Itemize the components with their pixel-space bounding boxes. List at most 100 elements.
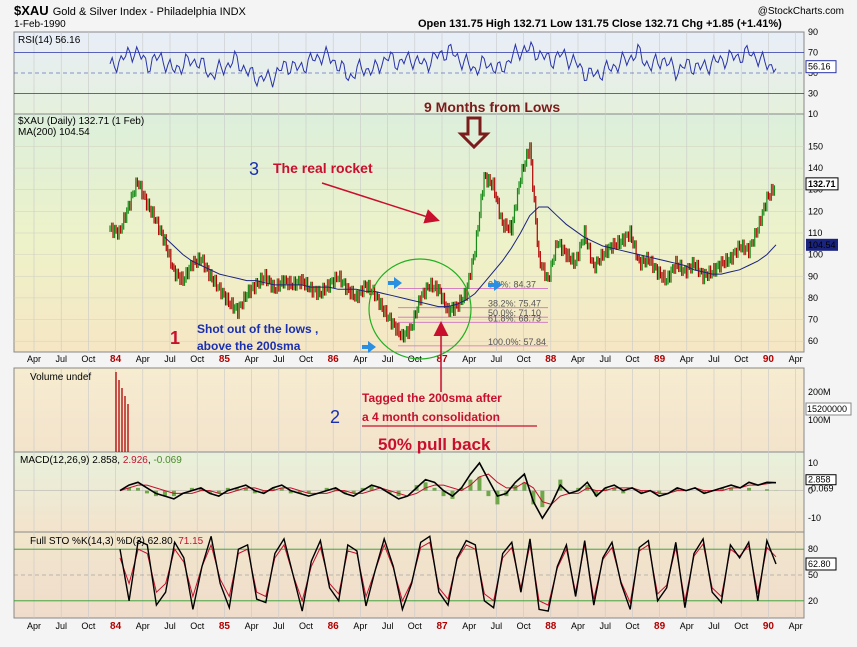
x-tick-label: 88 — [545, 621, 557, 632]
x-tick-label: Oct — [190, 621, 205, 631]
macd-value: 2.858 — [92, 455, 117, 466]
annotation-number-1: 1 — [170, 328, 180, 348]
fib-label: 100.0%: 57.84 — [488, 337, 546, 347]
x-tick-label: 84 — [110, 354, 122, 365]
rsi-tick-label: 70 — [808, 48, 818, 58]
rsi-last-box — [805, 60, 837, 74]
macd-chart: 100-102.858-0.069 — [14, 458, 837, 523]
x-tick-label: 85 — [219, 354, 231, 365]
ma200-line — [164, 206, 777, 308]
x-tick-label: Oct — [734, 354, 749, 364]
price-tick-label: 90 — [808, 271, 818, 281]
annotations: 9 Months from Lows 3 The real rocket 1 S… — [170, 99, 560, 454]
x-tick-label: Jul — [382, 621, 394, 631]
x-tick-label: 87 — [436, 621, 448, 632]
right-arrow-icon — [488, 279, 502, 291]
volume-title: Volume undef — [30, 372, 91, 383]
highlight-circle — [368, 258, 472, 360]
macd-line — [119, 461, 777, 520]
sto-k-line — [119, 535, 777, 612]
macd-tick-label: 10 — [808, 458, 818, 468]
ma-last-label: 104.54 — [808, 240, 836, 250]
price-last-label: 132.71 — [808, 179, 836, 189]
x-tick-label: Jul — [708, 621, 720, 631]
x-tick-label: Jul — [164, 621, 176, 631]
price-tick-label: 110 — [808, 228, 822, 238]
ma-last-box — [806, 238, 838, 251]
x-tick-label: 84 — [110, 621, 122, 632]
x-tick-label: Jul — [708, 354, 720, 364]
fib-label: 0.0%: 84.37 — [488, 279, 536, 289]
x-tick-label: Apr — [789, 621, 803, 631]
price-tick-label: 70 — [808, 315, 818, 325]
price-tick-label: 80 — [808, 293, 818, 303]
stochastics-chart: 80 50 20 62.80 — [14, 535, 837, 612]
x-tick-label: Apr — [27, 621, 41, 631]
x-tick-label: 86 — [328, 621, 340, 632]
rsi-tick-label: 10 — [808, 109, 818, 119]
annotation-tagged-line2: a 4 month consolidation — [362, 410, 500, 424]
x-tick-label: Jul — [273, 621, 285, 631]
index-name: Gold & Silver Index - Philadelphia INDX — [53, 6, 247, 18]
annotation-number-3: 3 — [249, 159, 259, 179]
price-title: $XAU (Daily) 132.71 (1 Feb) — [18, 116, 144, 127]
macd-last-label: 2.858 — [808, 475, 831, 485]
annotation-nine-months: 9 Months from Lows — [424, 99, 560, 115]
x-tick-label: 89 — [654, 621, 666, 632]
volume-last-box — [805, 402, 852, 416]
macd-hist-value: -0.069 — [153, 455, 182, 466]
sto-last-label: 62.80 — [808, 559, 831, 569]
fib-label: 61.8%: 68.73 — [488, 313, 541, 323]
x-tick-label: 90 — [763, 621, 775, 632]
x-tick-label: Jul — [273, 354, 285, 364]
down-arrow-icon — [457, 116, 491, 150]
x-tick-label: 86 — [328, 354, 340, 365]
right-arrow-icon — [362, 341, 376, 353]
x-axes: Apr Jul Oct 84 Apr Jul Oct 85 Apr Jul Oct 86 Apr Jul O… — [27, 354, 803, 632]
ma-title: MA(200) 104.54 — [18, 127, 90, 138]
x-tick-label: Apr — [680, 354, 694, 364]
x-tick-label: Jul — [55, 354, 67, 364]
x-tick-label: Apr — [245, 354, 259, 364]
symbol: $XAU — [14, 3, 49, 18]
sto-last-box — [805, 557, 837, 571]
volume-tick-label: 100M — [808, 415, 831, 425]
x-tick-label: 87 — [436, 354, 448, 365]
x-tick-label: 85 — [219, 621, 231, 632]
x-tick-label: Jul — [55, 621, 67, 631]
x-tick-label: 90 — [763, 354, 775, 365]
sto-tick-label: 20 — [808, 596, 818, 606]
annotation-tagged-line1: Tagged the 200sma after — [362, 391, 502, 405]
macd-last-box — [805, 474, 837, 486]
macd-tick-label: -10 — [808, 513, 821, 523]
macd-hist-last-label: -0.069 — [808, 484, 834, 494]
x-tick-label: Jul — [164, 354, 176, 364]
x-tick-label: Jul — [599, 621, 611, 631]
x-tick-label: Jul — [491, 354, 503, 364]
fib-label: 38.2%: 75.47 — [488, 299, 541, 309]
volume-tick-label: 200M — [808, 387, 831, 397]
x-tick-label: Apr — [462, 621, 476, 631]
x-tick-label: Oct — [734, 621, 749, 631]
x-tick-label: Oct — [408, 621, 423, 631]
x-tick-label: Apr — [789, 354, 803, 364]
volume-last-label: 15200000 — [807, 404, 847, 414]
brand-logo: @StockCharts.com — [758, 6, 844, 17]
sto-d-value: 71.15 — [178, 536, 203, 547]
x-tick-label: Oct — [299, 621, 314, 631]
rsi-chart: 907050301056.16 — [14, 27, 837, 119]
x-tick-label: Oct — [81, 354, 96, 364]
fib-label: 50.0%: 71.10 — [488, 308, 541, 318]
price-tick-label: 60 — [808, 336, 818, 346]
x-tick-label: Jul — [382, 354, 394, 364]
price-tick-label: 140 — [808, 163, 823, 173]
annotation-shot-out-line1: Shot out of the lows , — [197, 322, 318, 336]
price-tick-label: 120 — [808, 206, 823, 216]
x-tick-label: Oct — [299, 354, 314, 364]
x-tick-label: Oct — [517, 621, 532, 631]
x-tick-label: Oct — [625, 354, 640, 364]
x-tick-label: Oct — [81, 621, 96, 631]
